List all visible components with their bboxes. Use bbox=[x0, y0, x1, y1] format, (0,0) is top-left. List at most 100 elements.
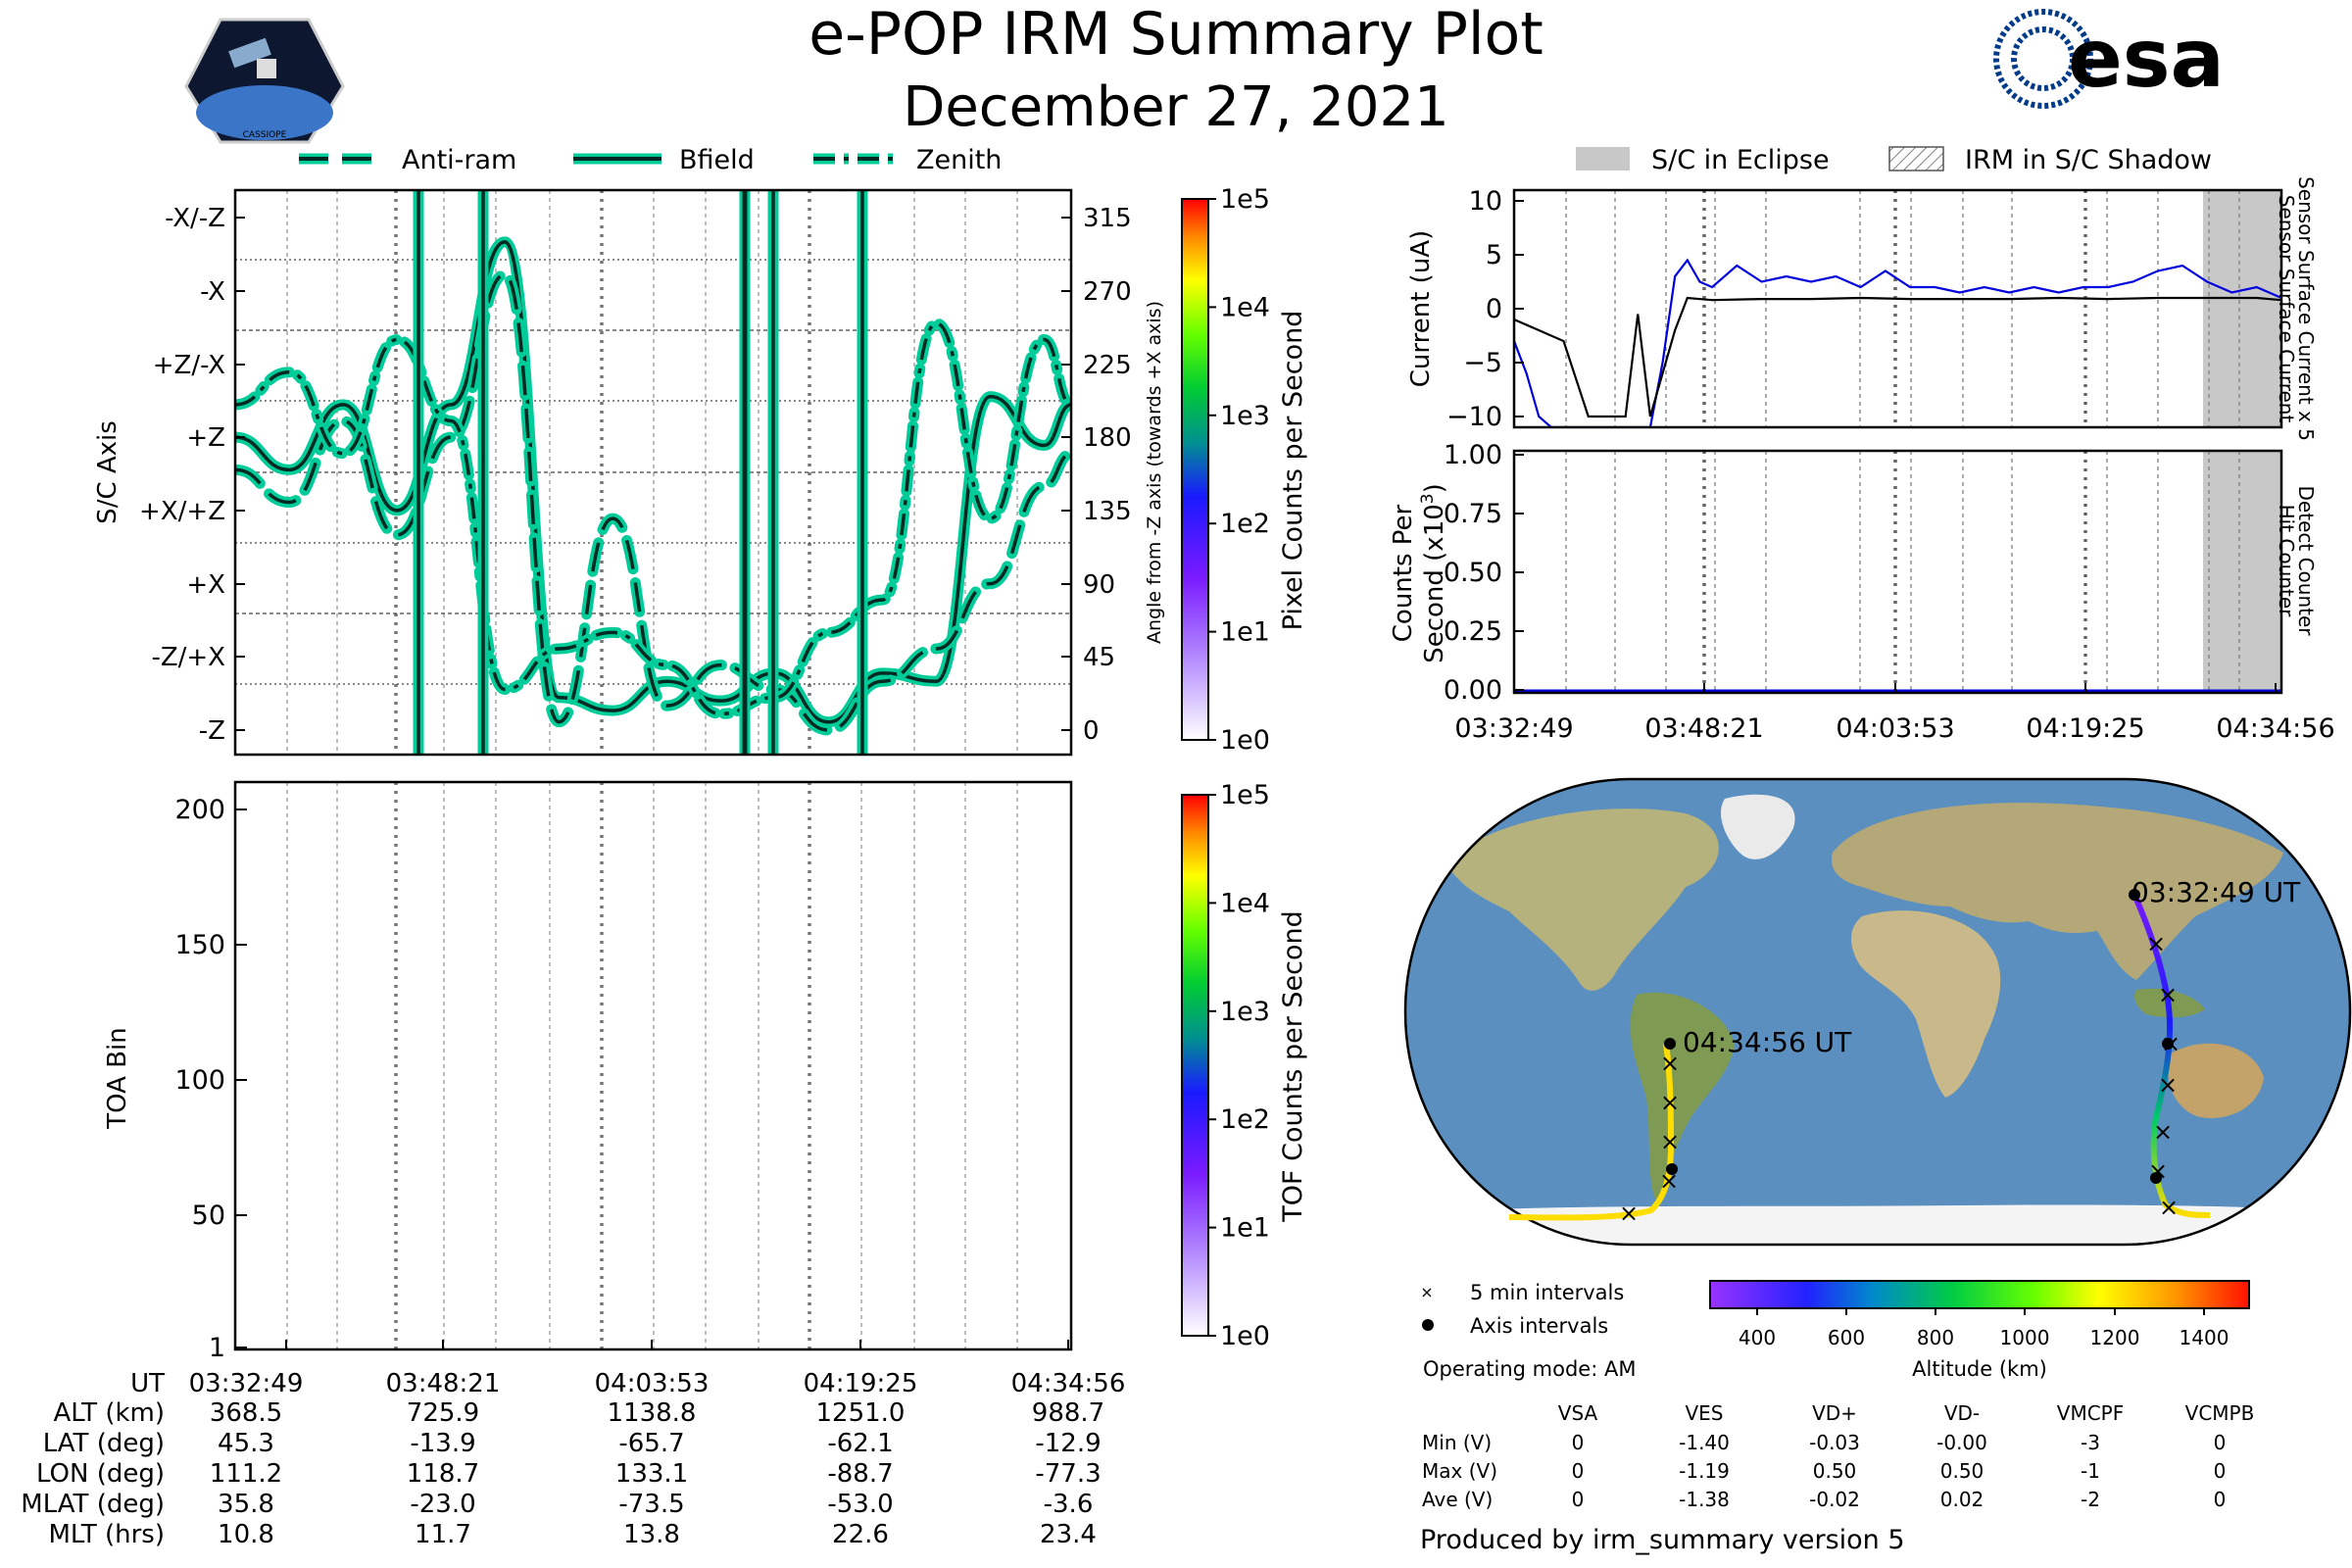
voltage-cell: 0 bbox=[2214, 1488, 2227, 1511]
attitude-axis-label: +Z/-X bbox=[153, 351, 225, 380]
attitude-angle-label: 90 bbox=[1083, 570, 1115, 600]
ephemeris-cell: -77.3 bbox=[1035, 1459, 1101, 1489]
voltage-cell: 0.50 bbox=[1940, 1459, 1984, 1483]
ephemeris-row-label: UT bbox=[130, 1369, 165, 1398]
esa-logo-text: esa bbox=[2068, 13, 2225, 106]
current-grid bbox=[1565, 190, 2240, 427]
current-ylabel: Current (uA) bbox=[1406, 230, 1436, 387]
attitude-axis-label: -X bbox=[200, 277, 225, 307]
ephemeris-cell: -65.7 bbox=[618, 1429, 684, 1458]
current-ytick-label: 10 bbox=[1469, 186, 1502, 217]
toa-ytick-label: 150 bbox=[174, 930, 225, 960]
voltage-cell: -0.00 bbox=[1936, 1431, 1987, 1454]
attitude-axis-label: +Z bbox=[186, 423, 225, 453]
attitude-panel: -X/-Z -X +Z/-X +Z +X/+Z +X -Z/+X -Z 315 270 225 18… bbox=[93, 188, 1165, 757]
voltage-header: VD- bbox=[1944, 1401, 1980, 1425]
counts-yticks: 1.00 0.75 0.50 0.25 0.00 bbox=[1444, 440, 1524, 706]
counts-xtick-label: 04:34:56 bbox=[2216, 713, 2334, 744]
attitude-axis-label: -Z bbox=[199, 716, 225, 746]
counts-ytick-label: 0.00 bbox=[1444, 675, 1502, 706]
colorbar-tick-label: 1e0 bbox=[1220, 1321, 1270, 1351]
current-ytick-label: 5 bbox=[1486, 240, 1502, 270]
ephemeris-cell: 10.8 bbox=[218, 1520, 274, 1549]
ephemeris-cell: 118.7 bbox=[407, 1459, 479, 1489]
header: CASSIOPE e-POP IRM Summary Plot December… bbox=[184, 0, 2225, 144]
colorbar-tick-label: 1e1 bbox=[1220, 1213, 1270, 1244]
eurasia bbox=[1832, 803, 2283, 980]
ephemeris-cell: 03:48:21 bbox=[386, 1369, 501, 1398]
counts-xtick-label: 03:32:49 bbox=[1454, 713, 1573, 744]
attitude-axis-labels: -X/-Z -X +Z/-X +Z +X/+Z +X -Z/+X -Z bbox=[139, 204, 245, 746]
altitude-tick-label: 1400 bbox=[2180, 1326, 2230, 1349]
attitude-ylabel: S/C Axis bbox=[93, 420, 122, 524]
counts-grid bbox=[1565, 451, 2240, 693]
north-america bbox=[1446, 808, 1719, 991]
current-ytick-label: −5 bbox=[1463, 348, 1502, 378]
ephemeris-cell: -23.0 bbox=[410, 1490, 475, 1519]
ephemeris-cell: 111.2 bbox=[210, 1459, 282, 1489]
current-right-label-black: Sensor Surface Current bbox=[2275, 195, 2298, 423]
trace-bfield bbox=[235, 240, 1071, 724]
ephemeris-cell: 04:03:53 bbox=[595, 1369, 710, 1398]
counts-ylabel-line1: Counts Per bbox=[1389, 504, 1418, 642]
axis-interval-marker bbox=[2150, 1172, 2162, 1184]
attitude-angle-label: 315 bbox=[1083, 204, 1132, 233]
voltage-header: VCMPB bbox=[2185, 1401, 2255, 1425]
counts-xtick-label: 04:19:25 bbox=[2026, 713, 2144, 744]
altitude-tick-label: 400 bbox=[1739, 1326, 1776, 1349]
legend-bfield: Bfield bbox=[679, 145, 755, 175]
ephemeris-row-label: MLAT (deg) bbox=[21, 1490, 165, 1519]
page-date: December 27, 2021 bbox=[903, 75, 1449, 139]
voltage-header: VES bbox=[1685, 1401, 1723, 1425]
counts-right-label-blue: Detect Counter bbox=[2294, 486, 2318, 637]
ephemeris-cell: -3.6 bbox=[1044, 1490, 1094, 1519]
attitude-axis-label: +X/+Z bbox=[139, 497, 225, 526]
ephemeris-cell: 133.1 bbox=[615, 1459, 688, 1489]
counts-ytick-label: 0.75 bbox=[1444, 499, 1502, 529]
toa-ytick-label: 200 bbox=[174, 795, 225, 825]
voltage-cell: 0 bbox=[1572, 1459, 1585, 1483]
voltage-cell: -1.19 bbox=[1679, 1459, 1730, 1483]
tof-colorbar: 1e5 1e4 1e3 1e2 1e1 1e0 TOF Counts per Second bbox=[1181, 780, 1308, 1351]
ephemeris-row-label: LON (deg) bbox=[36, 1459, 165, 1489]
colorbar-tick-label: 1e3 bbox=[1220, 401, 1270, 431]
colorbar-tick-label: 1e2 bbox=[1220, 509, 1270, 539]
colorbar-tick-label: 1e4 bbox=[1220, 292, 1270, 322]
voltage-cell: 0 bbox=[2214, 1431, 2227, 1454]
altitude-colorbar: 400 600 800 1000 1200 1400 Altitude (km) bbox=[1709, 1280, 2250, 1381]
ephemeris-cell: 04:34:56 bbox=[1011, 1369, 1126, 1398]
toa-ytick-label: 50 bbox=[192, 1200, 225, 1231]
legend-dot-marker bbox=[1422, 1319, 1434, 1331]
altitude-tick-label: 1000 bbox=[2000, 1326, 2050, 1349]
legend-anti-ram: Anti-ram bbox=[402, 145, 516, 175]
trajectory-west bbox=[1508, 1043, 1675, 1221]
voltage-cell: -1.38 bbox=[1679, 1488, 1730, 1511]
attitude-legend: Anti-ram Bfield Zenith bbox=[299, 145, 1002, 175]
axis-interval-marker bbox=[2129, 889, 2140, 901]
counts-right-label-black: Hit Counter bbox=[2275, 505, 2298, 617]
ephemeris-cell: -88.7 bbox=[827, 1459, 893, 1489]
voltage-header: VD+ bbox=[1812, 1401, 1857, 1425]
five-minute-marker: × bbox=[2159, 1194, 2179, 1221]
toa-ytick-label: 1 bbox=[209, 1333, 225, 1363]
axis-interval-marker bbox=[1666, 1163, 1678, 1175]
altitude-tick-label: 800 bbox=[1917, 1326, 1954, 1349]
voltage-cell: -1 bbox=[2081, 1459, 2100, 1483]
colorbar-tick-label: 1e4 bbox=[1220, 888, 1270, 918]
counts-ytick-label: 1.00 bbox=[1444, 440, 1502, 470]
pixel-colorbar-ticks: 1e5 1e4 1e3 1e2 1e1 1e0 bbox=[1208, 184, 1270, 756]
attitude-traces bbox=[235, 190, 1071, 755]
voltage-cell: -3 bbox=[2081, 1431, 2100, 1454]
colorbar-tick-label: 1e1 bbox=[1220, 617, 1270, 648]
ephemeris-cell: 04:19:25 bbox=[804, 1369, 918, 1398]
counts-ytick-label: 0.25 bbox=[1444, 616, 1502, 647]
voltage-cell: 0.50 bbox=[1813, 1459, 1857, 1483]
attitude-axis-label: -Z/+X bbox=[151, 643, 225, 672]
sensor-current-x5-line bbox=[1514, 258, 2281, 427]
ephemeris-cell: -13.9 bbox=[410, 1429, 475, 1458]
counts-xtick-label: 03:48:21 bbox=[1644, 713, 1763, 744]
attitude-angle-label: 270 bbox=[1083, 277, 1132, 307]
counts-xticks: 03:32:49 03:48:21 04:03:53 04:19:25 04:34:56 bbox=[1454, 683, 2335, 744]
